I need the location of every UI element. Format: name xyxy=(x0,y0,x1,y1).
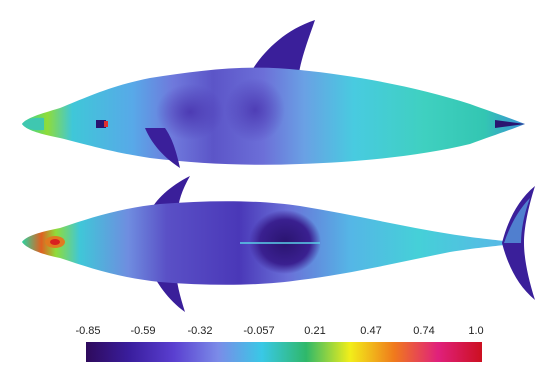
beak-tip xyxy=(22,117,44,131)
side-low-pressure-patch-2 xyxy=(225,78,285,142)
colorbar-tick-7: 1.0 xyxy=(468,325,483,337)
colorbar-tick-1: -0.59 xyxy=(130,325,155,337)
nose-peak xyxy=(50,239,60,245)
tail-stock xyxy=(495,120,525,128)
colorbar-tick-2: -0.32 xyxy=(187,325,212,337)
eye-marker xyxy=(96,120,106,128)
tail-fluke-highlight xyxy=(504,198,530,243)
colorbar-tick-0: -0.85 xyxy=(75,325,100,337)
side-low-pressure-patch-1 xyxy=(156,84,224,140)
colorbar-gradient xyxy=(86,342,482,362)
dorsal-fin xyxy=(252,20,315,80)
dolphin-side-view xyxy=(22,20,525,168)
colorbar-tick-6: 0.74 xyxy=(413,325,434,337)
colorbar-tick-3: -0.057 xyxy=(243,325,274,337)
colorbar-tick-5: 0.47 xyxy=(360,325,381,337)
colorbar: -0.85 -0.59 -0.32 -0.057 0.21 0.47 0.74 … xyxy=(75,325,484,362)
dolphin-top-view xyxy=(22,176,535,312)
top-low-pressure-core xyxy=(249,210,321,274)
colorbar-tick-4: 0.21 xyxy=(304,325,325,337)
upper-flipper xyxy=(150,176,190,212)
pectoral-fin xyxy=(145,128,180,168)
eye-highlight xyxy=(104,121,108,127)
